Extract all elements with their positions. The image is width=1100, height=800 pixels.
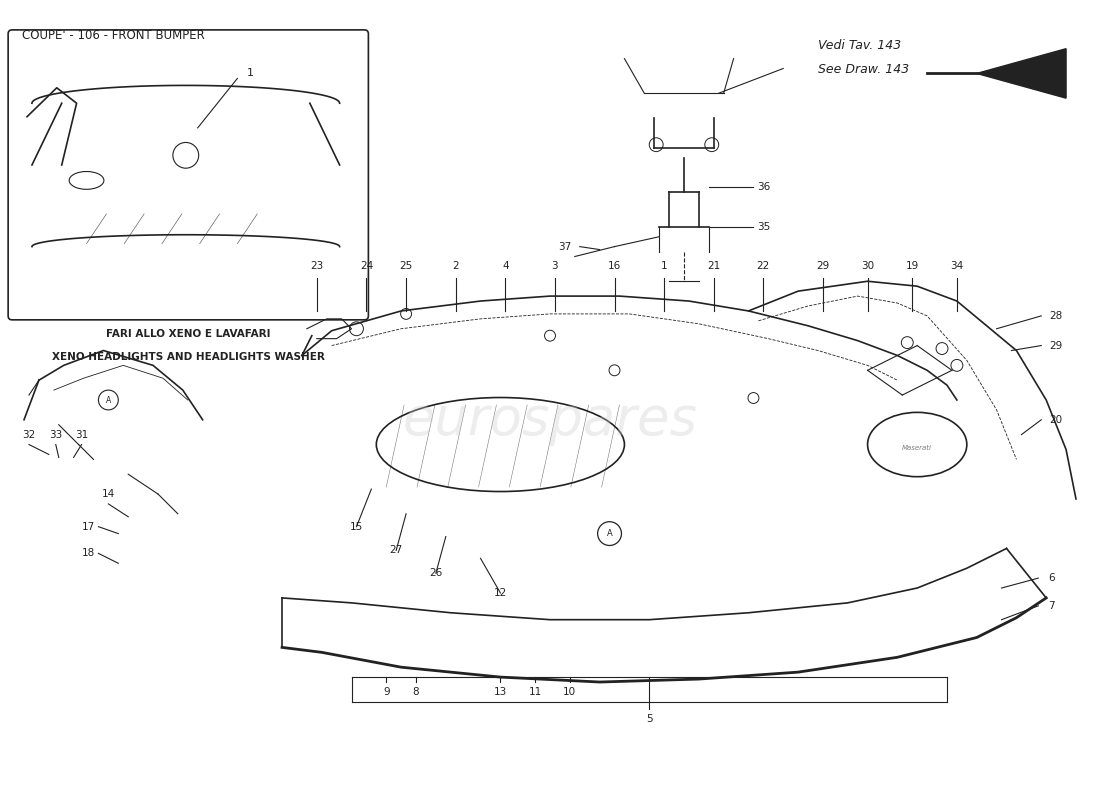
Text: COUPE' - 106 - FRONT BUMPER: COUPE' - 106 - FRONT BUMPER — [22, 29, 205, 42]
Text: 10: 10 — [563, 687, 576, 697]
Circle shape — [950, 359, 962, 371]
Circle shape — [351, 323, 362, 334]
Text: 18: 18 — [81, 548, 95, 558]
Text: See Draw. 143: See Draw. 143 — [818, 63, 910, 77]
Text: Vedi Tav. 143: Vedi Tav. 143 — [818, 38, 901, 52]
Text: 30: 30 — [861, 262, 875, 271]
Text: XENO HEADLIGHTS AND HEADLIGHTS WASHER: XENO HEADLIGHTS AND HEADLIGHTS WASHER — [52, 353, 324, 362]
Circle shape — [705, 138, 718, 152]
Text: 36: 36 — [757, 182, 770, 192]
Text: 14: 14 — [101, 489, 116, 499]
Text: eurospares: eurospares — [403, 394, 697, 446]
Text: Maserati: Maserati — [902, 445, 932, 450]
Text: 29: 29 — [1049, 341, 1063, 350]
Text: 25: 25 — [399, 262, 412, 271]
Text: A: A — [607, 529, 613, 538]
Circle shape — [544, 330, 556, 341]
Circle shape — [350, 322, 363, 336]
Text: 31: 31 — [75, 430, 88, 440]
Text: 19: 19 — [905, 262, 918, 271]
Polygon shape — [977, 49, 1066, 98]
Text: 5: 5 — [646, 714, 652, 724]
Text: 24: 24 — [360, 262, 373, 271]
Text: 1: 1 — [246, 69, 254, 78]
Circle shape — [936, 342, 948, 354]
Circle shape — [609, 365, 620, 376]
Text: 11: 11 — [528, 687, 541, 697]
Text: 23: 23 — [310, 262, 323, 271]
Text: 33: 33 — [50, 430, 63, 440]
Text: 26: 26 — [429, 568, 442, 578]
Text: 9: 9 — [383, 687, 389, 697]
Circle shape — [400, 309, 411, 319]
Circle shape — [748, 393, 759, 403]
Text: 13: 13 — [494, 687, 507, 697]
Text: FARI ALLO XENO E LAVAFARI: FARI ALLO XENO E LAVAFARI — [106, 329, 271, 338]
Text: 3: 3 — [551, 262, 559, 271]
Text: 21: 21 — [707, 262, 721, 271]
Text: 4: 4 — [502, 262, 508, 271]
Text: 29: 29 — [816, 262, 829, 271]
Text: 2: 2 — [452, 262, 459, 271]
Text: 12: 12 — [494, 588, 507, 598]
Circle shape — [901, 337, 913, 349]
Text: 28: 28 — [1049, 311, 1063, 321]
Text: 35: 35 — [757, 222, 770, 232]
Circle shape — [649, 138, 663, 152]
Text: 6: 6 — [1048, 573, 1055, 583]
FancyBboxPatch shape — [8, 30, 368, 320]
Text: A: A — [106, 395, 111, 405]
Text: 17: 17 — [81, 522, 95, 532]
Text: 37: 37 — [559, 242, 572, 252]
Text: 32: 32 — [22, 430, 35, 440]
Text: 27: 27 — [389, 546, 403, 555]
Text: 1: 1 — [661, 262, 668, 271]
Text: 8: 8 — [412, 687, 419, 697]
Text: 22: 22 — [757, 262, 770, 271]
Text: 20: 20 — [1049, 414, 1063, 425]
Text: 34: 34 — [950, 262, 964, 271]
Text: 15: 15 — [350, 522, 363, 532]
Text: 7: 7 — [1048, 601, 1055, 611]
Text: 16: 16 — [608, 262, 622, 271]
